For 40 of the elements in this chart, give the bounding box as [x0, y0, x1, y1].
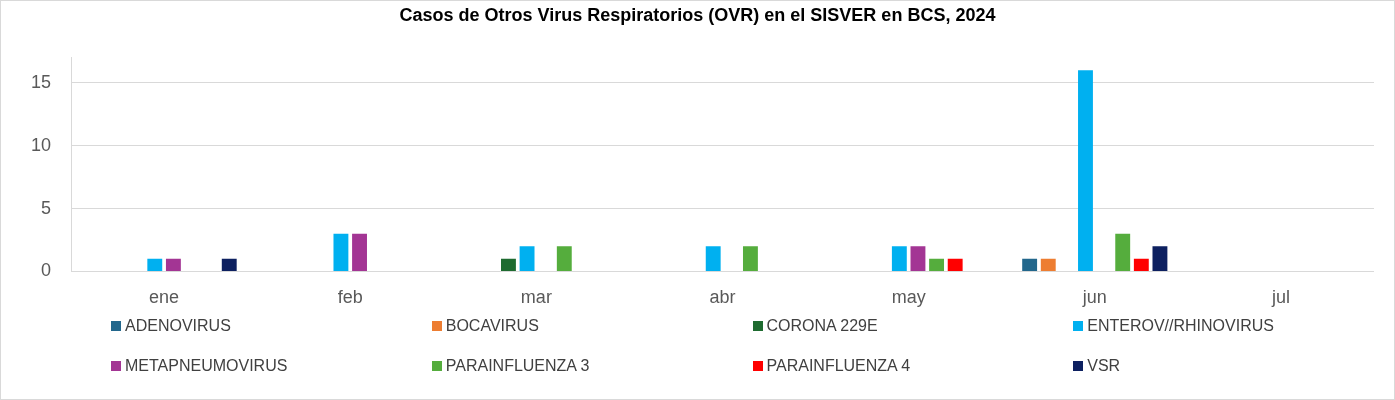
bar	[947, 258, 963, 271]
bar	[929, 258, 945, 271]
legend-label: BOCAVIRUS	[445, 317, 539, 335]
legend-label: PARAINFLUENZA 3	[445, 357, 590, 375]
legend-label: ENTEROV//RHINOVIRUS	[1087, 317, 1274, 335]
bar	[352, 233, 367, 271]
chart-title: Casos de Otros Virus Respiratorios (OVR) en el SISVER en BCS, 2024	[398, 4, 997, 27]
legend-label: PARAINFLUENZA 4	[766, 357, 911, 375]
legend-label: CORONA 229E	[766, 317, 878, 335]
bar	[147, 258, 163, 271]
legend-label: VSR	[1087, 357, 1121, 375]
bar	[556, 246, 572, 271]
x-tick-label: ene	[149, 287, 180, 308]
legend-label: METAPNEUMOVIRUS	[125, 357, 288, 375]
bar	[1040, 258, 1056, 271]
x-tick-label: may	[891, 287, 926, 308]
bar	[910, 246, 926, 271]
bar	[1115, 233, 1131, 271]
y-tick-label: 15	[30, 71, 52, 92]
x-tick-label: feb	[337, 287, 363, 308]
bar	[1022, 258, 1038, 271]
y-tick-label: 10	[30, 134, 52, 155]
y-tick-label: 0	[41, 260, 52, 281]
bar	[519, 246, 535, 271]
bar	[1078, 70, 1093, 271]
y-tick-label: 5	[41, 197, 52, 218]
bar	[891, 246, 907, 271]
bar	[1152, 246, 1168, 271]
bar	[165, 258, 181, 271]
x-tick-label: jun	[1081, 287, 1107, 308]
legend-label: ADENOVIRUS	[125, 317, 231, 335]
bar	[501, 258, 516, 271]
bar	[333, 233, 349, 271]
x-tick-label: jul	[1270, 287, 1290, 308]
x-tick-label: abr	[709, 287, 736, 308]
bar	[1133, 258, 1149, 271]
bar	[221, 258, 237, 271]
bar	[742, 246, 758, 271]
x-tick-label: mar	[520, 287, 552, 308]
bar	[705, 246, 721, 271]
